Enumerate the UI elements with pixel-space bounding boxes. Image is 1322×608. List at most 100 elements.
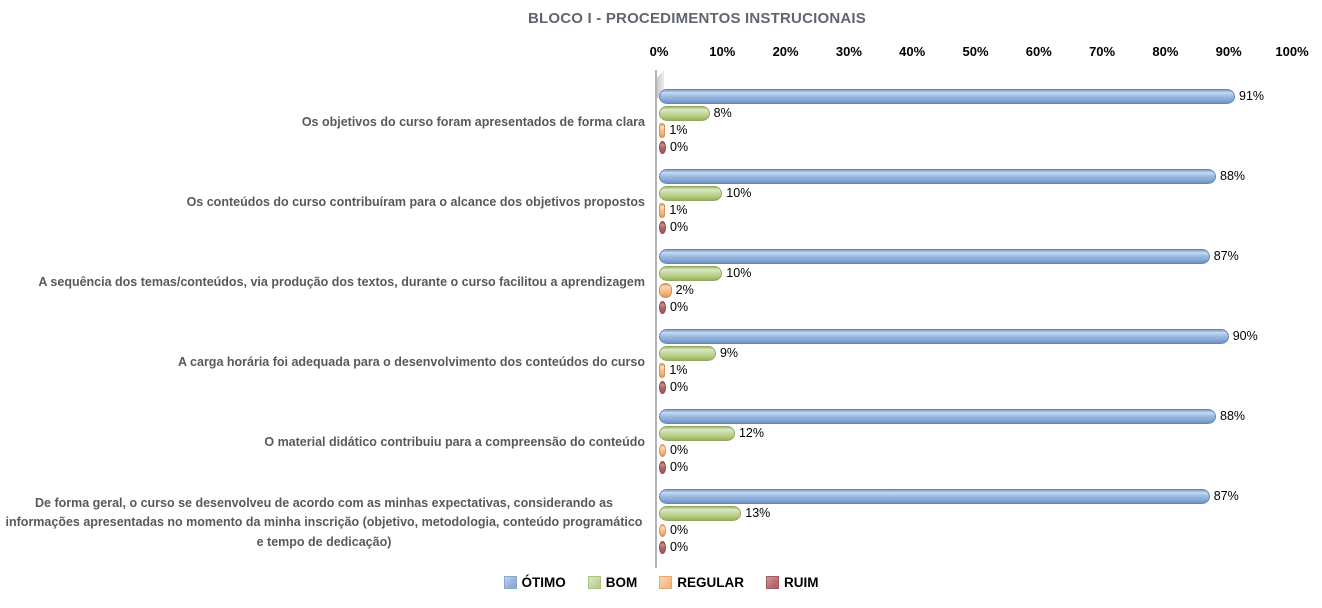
bar-regular	[659, 524, 666, 537]
bar-otimo	[659, 249, 1210, 264]
value-label: 8%	[713, 106, 732, 121]
bar-otimo	[659, 489, 1210, 504]
chart-row: Os objetivos do curso foram apresentados…	[0, 83, 1322, 163]
bars-group: 91% 8% 1% 0%	[659, 83, 1292, 163]
value-label: 0%	[670, 380, 689, 395]
bar-otimo	[659, 329, 1229, 344]
bar-regular	[659, 123, 666, 138]
bar-line: 13%	[659, 505, 1292, 522]
legend-label: RUIM	[784, 575, 819, 590]
bar-line: 0%	[659, 539, 1292, 556]
category-label-cell: A carga horária foi adequada para o dese…	[0, 323, 645, 403]
bar-line: 87%	[659, 248, 1292, 265]
value-label: 9%	[719, 346, 739, 361]
bar-regular	[659, 444, 666, 457]
axis-3d-wall	[656, 70, 664, 98]
bar-ruim	[659, 221, 666, 234]
axis-tick: 40%	[899, 44, 926, 59]
value-label: 1%	[669, 123, 688, 138]
axis-tick: 50%	[962, 44, 989, 59]
bar-bom	[659, 346, 716, 361]
chart-row: A sequência dos temas/conteúdos, via pro…	[0, 243, 1322, 323]
bar-line: 0%	[659, 442, 1292, 459]
bar-bom	[659, 266, 723, 281]
category-label-cell: Os conteúdos do curso contribuíram para …	[0, 163, 645, 243]
value-label: 90%	[1232, 329, 1258, 344]
legend-label: ÓTIMO	[521, 575, 566, 590]
bar-regular	[659, 203, 666, 218]
bar-line: 0%	[659, 219, 1292, 236]
legend-label: REGULAR	[677, 575, 744, 590]
category-label-cell: O material didático contribuiu para a co…	[0, 403, 645, 483]
axis-tick: 0%	[649, 44, 669, 59]
bar-line: 1%	[659, 362, 1292, 379]
legend-item-bom: BOM	[587, 575, 638, 590]
bar-bom	[659, 186, 723, 201]
bars-group: 90% 9% 1% 0%	[659, 323, 1292, 403]
category-label: A sequência dos temas/conteúdos, via pro…	[38, 275, 645, 290]
bar-line: 10%	[659, 265, 1292, 282]
value-label: 0%	[670, 540, 689, 555]
legend-swatch-regular	[659, 576, 673, 589]
legend: ÓTIMO BOM REGULAR RUIM	[0, 575, 1322, 590]
chart-row: A carga horária foi adequada para o dese…	[0, 323, 1322, 403]
x-axis: 0% 10% 20% 30% 40% 50% 60% 70% 80% 90% 100%	[650, 44, 1309, 64]
bar-bom	[659, 426, 735, 441]
bar-line: 0%	[659, 299, 1292, 316]
category-label: Os conteúdos do curso contribuíram para …	[186, 195, 645, 210]
value-label: 1%	[669, 203, 688, 218]
bar-line: 2%	[659, 282, 1292, 299]
bar-line: 1%	[659, 202, 1292, 219]
bar-line: 0%	[659, 379, 1292, 396]
axis-tick: 90%	[1215, 44, 1242, 59]
category-label: De forma geral, o curso se desenvolveu d…	[5, 495, 643, 549]
chart-row: O material didático contribuiu para a co…	[0, 403, 1322, 483]
bar-ruim	[659, 141, 666, 154]
bars-group: 88% 10% 1% 0%	[659, 163, 1292, 243]
bar-ruim	[659, 461, 666, 474]
legend-item-otimo: ÓTIMO	[503, 575, 566, 590]
category-label-cell: Os objetivos do curso foram apresentados…	[0, 83, 645, 163]
bar-line: 0%	[659, 139, 1292, 156]
bar-otimo	[659, 169, 1217, 184]
bar-bom	[659, 506, 742, 521]
value-label: 0%	[670, 220, 689, 235]
chart-row: Os conteúdos do curso contribuíram para …	[0, 163, 1322, 243]
legend-swatch-bom	[587, 576, 601, 589]
bar-otimo	[659, 89, 1236, 104]
bar-ruim	[659, 301, 666, 314]
bar-line: 90%	[659, 328, 1292, 345]
bar-line: 0%	[659, 522, 1292, 539]
axis-tick: 30%	[835, 44, 862, 59]
legend-label: BOM	[605, 575, 638, 590]
bars-group: 88% 12% 0% 0%	[659, 403, 1292, 483]
bars-group: 87% 10% 2% 0%	[659, 243, 1292, 323]
value-label: 0%	[670, 300, 689, 315]
value-label: 91%	[1239, 89, 1265, 104]
bar-line: 87%	[659, 488, 1292, 505]
bar-line: 9%	[659, 345, 1292, 362]
value-label: 2%	[675, 283, 694, 298]
bar-line: 0%	[659, 459, 1292, 476]
value-label: 12%	[738, 426, 764, 441]
category-label: A carga horária foi adequada para o dese…	[178, 355, 645, 370]
chart-row: De forma geral, o curso se desenvolveu d…	[0, 483, 1322, 563]
chart-title: BLOCO I - PROCEDIMENTOS INSTRUCIONAIS	[528, 10, 866, 27]
legend-item-ruim: RUIM	[766, 575, 819, 590]
bar-bom	[659, 106, 710, 121]
axis-tick: 20%	[772, 44, 799, 59]
bar-otimo	[659, 409, 1217, 424]
bar-line: 91%	[659, 88, 1292, 105]
value-label: 87%	[1213, 489, 1239, 504]
value-label: 13%	[745, 506, 771, 521]
bar-line: 88%	[659, 408, 1292, 425]
value-label: 10%	[726, 186, 752, 201]
bar-ruim	[659, 381, 666, 394]
axis-tick: 10%	[709, 44, 736, 59]
bar-ruim	[659, 541, 666, 554]
bar-regular	[659, 283, 672, 298]
value-label: 88%	[1220, 409, 1246, 424]
value-label: 0%	[670, 140, 689, 155]
bar-line: 88%	[659, 168, 1292, 185]
